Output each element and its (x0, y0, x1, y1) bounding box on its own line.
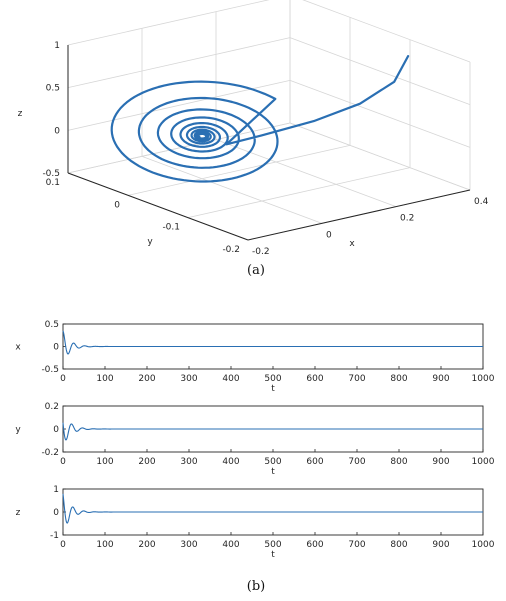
y-tick-label: -0.5 (41, 365, 59, 375)
x-tick-label: 400 (222, 457, 239, 467)
y-tick-label: 0 (53, 508, 59, 518)
x-tick-label: -0.2 (252, 247, 270, 257)
z-tick-label: -0.5 (42, 169, 60, 179)
y-tick-label: 0.1 (46, 178, 60, 188)
x-tick-label: 600 (306, 540, 323, 550)
y-tick-label: 0 (114, 200, 120, 210)
x-tick-label: 800 (390, 374, 407, 384)
x-tick-label: 600 (306, 457, 323, 467)
x-axis-label: t (271, 467, 275, 477)
y-tick-label: -0.1 (162, 223, 180, 233)
x-tick-label: 0.2 (400, 214, 414, 224)
series-line-x (62, 330, 483, 355)
x-tick-label: 300 (180, 457, 197, 467)
z-tick-label: 1 (54, 41, 60, 51)
y-tick-label: -0.2 (41, 448, 59, 458)
x-axis (247, 189, 471, 241)
grid-line (289, 37, 471, 106)
series-line-y (62, 422, 483, 441)
x-tick-label: 600 (306, 374, 323, 384)
x-axis-label: x (349, 239, 355, 249)
y-tick-label: 0 (53, 343, 59, 353)
grid-line (289, 79, 471, 148)
ticks-3d: -0.5 0 0.5 1 -0.2 -0.1 0 0.1 -0.2 0 0.2 0.4 (42, 41, 488, 257)
z-tick-label: 0.5 (46, 84, 60, 94)
y-axis-label: x (15, 343, 21, 353)
x-tick-label: 200 (138, 374, 155, 384)
y-axis-label: y (15, 425, 21, 435)
grid-line (187, 167, 411, 219)
series-line-z (62, 493, 483, 524)
trajectory-line (110, 55, 410, 183)
x-axis-label: t (271, 550, 275, 560)
x-tick-label: 400 (222, 540, 239, 550)
x-tick-label: 900 (432, 540, 449, 550)
x-tick-label: 0 (60, 540, 66, 550)
y-tick-label: 0.2 (45, 402, 59, 412)
x-tick-label: 900 (432, 374, 449, 384)
x-tick-label: 300 (180, 374, 197, 384)
x-tick-label: 0 (60, 374, 66, 384)
y-tick-label: 0 (53, 425, 59, 435)
x-tick-label: 800 (390, 540, 407, 550)
y-axis (67, 172, 249, 241)
x-tick-label: 1000 (472, 457, 495, 467)
plot-3d: -0.5 0 0.5 1 -0.2 -0.1 0 0.1 -0.2 0 0.2 0.4 z y x (… (18, 0, 489, 278)
grid-line (215, 139, 397, 208)
z-axis-label: z (18, 109, 23, 119)
grid-line (302, 0, 471, 63)
x-tick-label: 0 (326, 230, 332, 240)
x-tick-label: 900 (432, 457, 449, 467)
y-tick-label: 0.5 (45, 320, 59, 330)
x-tick-label: 200 (138, 457, 155, 467)
x-tick-label: 100 (96, 374, 113, 384)
y-tick-label: -0.2 (222, 245, 240, 255)
grid-line (127, 144, 351, 196)
grid-3d (67, 0, 471, 241)
time-series-panel-x: 0.50-0.5x0 100 200 300 400 500 600 700 800 900 100… (15, 320, 494, 394)
x-tick-label: 1000 (472, 374, 495, 384)
y-tick-label: -1 (50, 531, 59, 541)
grid-line (289, 122, 471, 191)
x-tick-label: 700 (348, 540, 365, 550)
x-tick-label: 1000 (472, 540, 495, 550)
y-axis-label: z (16, 508, 21, 518)
grid-line (141, 155, 323, 224)
x-tick-label: 100 (96, 457, 113, 467)
y-axis-label: y (147, 237, 153, 247)
x-axis-label: t (271, 384, 275, 394)
caption-b: (b) (247, 579, 265, 594)
x-tick-label: 200 (138, 540, 155, 550)
grid-line (67, 37, 291, 89)
x-tick-label: 0.4 (474, 197, 489, 207)
x-tick-label: 500 (264, 457, 281, 467)
x-tick-label: 100 (96, 540, 113, 550)
x-tick-label: 0 (60, 457, 66, 467)
x-tick-label: 800 (390, 457, 407, 467)
y-tick-label: 1 (53, 485, 59, 495)
time-series-panel-y: 0.20-0.2y0 100 200 300 400 500 600 700 800 900 100… (15, 402, 494, 477)
x-tick-label: 700 (348, 374, 365, 384)
caption-a: (a) (247, 263, 265, 278)
x-tick-label: 500 (264, 540, 281, 550)
x-tick-label: 700 (348, 457, 365, 467)
z-tick-label: 0 (54, 126, 60, 136)
x-tick-label: 300 (180, 540, 197, 550)
grid-line (67, 0, 270, 46)
x-tick-label: 400 (222, 374, 239, 384)
time-series-panels: 0.50-0.5x0 100 200 300 400 500 600 700 800 900 100… (15, 320, 494, 560)
x-tick-label: 500 (264, 374, 281, 384)
